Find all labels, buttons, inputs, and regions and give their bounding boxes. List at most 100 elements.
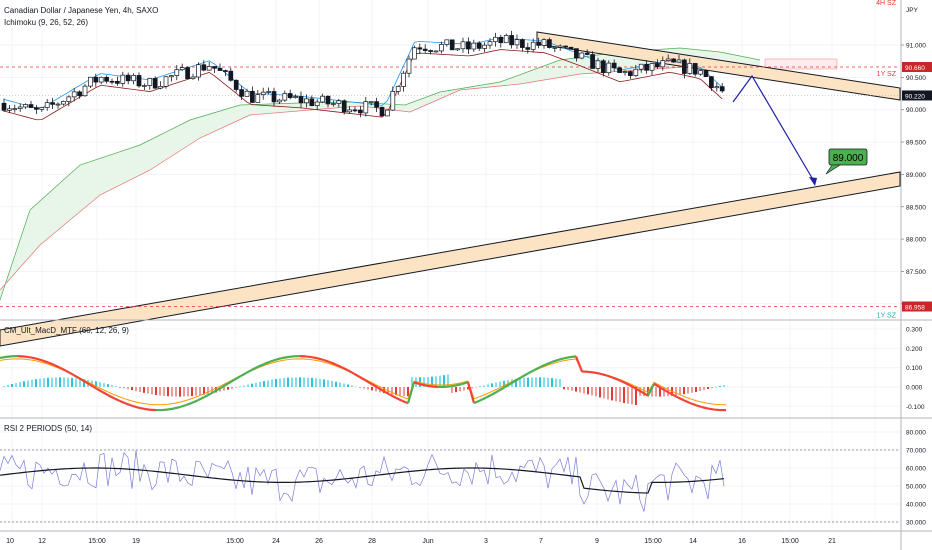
- macd-line-segment: [527, 369, 535, 375]
- macd-histogram-bar: [171, 387, 173, 397]
- chart-title: Canadian Dollar / Japanese Yen, 4h, SAXO: [4, 6, 159, 15]
- time-axis[interactable]: 10 12 15:00 19 15:00 24 26 28 Jun 3 7 9 15:00 14 16 15:…: [6, 538, 836, 545]
- macd-histogram-bar: [119, 387, 121, 388]
- currency-label: JPY: [906, 7, 919, 14]
- macd-line-segment: [185, 401, 193, 407]
- candle-body: [341, 100, 347, 113]
- candle-body: [12, 108, 18, 110]
- candle-body: [563, 45, 568, 48]
- macd-histogram-bar: [195, 387, 197, 396]
- candle-body: [66, 96, 72, 102]
- macd-histogram-bar: [447, 374, 449, 387]
- candle-body: [169, 75, 174, 78]
- macd-histogram-bar: [719, 386, 721, 387]
- target-callout[interactable]: 89.000: [825, 148, 868, 175]
- macd-histogram-bar: [391, 387, 393, 395]
- macd-line-segment: [377, 386, 385, 393]
- macd-histogram-bar: [59, 377, 61, 387]
- macd-line-segment: [197, 396, 205, 402]
- candle-body: [698, 70, 703, 75]
- candle-body: [1, 102, 7, 111]
- macd-histogram-bar: [199, 387, 201, 396]
- macd-histogram-bar: [503, 380, 505, 387]
- macd-line-segment: [0, 355, 7, 360]
- candle-body: [131, 75, 136, 82]
- current-price-text: 90.220: [905, 93, 925, 100]
- rsi-tick-label: 50.000: [906, 484, 926, 491]
- candle-body: [439, 44, 444, 52]
- candle-body: [617, 67, 622, 73]
- price-tick-label: 88.500: [906, 204, 926, 211]
- ichimoku-legend[interactable]: Ichimoku (9, 26, 52, 26): [4, 18, 89, 27]
- macd-histogram-bar: [683, 387, 685, 395]
- rsi-tick-label: 30.000: [906, 520, 926, 527]
- macd-line-segment: [221, 382, 229, 389]
- macd-histogram-bar: [523, 377, 525, 387]
- price-axis[interactable]: 91.000 90.500 90.000 89.500 89.000 88.500 88.0…: [876, 0, 932, 527]
- macd-line-segment: [653, 382, 661, 389]
- descending-channel: [536, 31, 901, 101]
- macd-histogram-bar: [143, 387, 145, 393]
- time-tick-label: 7: [539, 538, 543, 545]
- candle-body: [28, 104, 34, 108]
- time-tick-label: 3: [484, 538, 488, 545]
- macd-histogram-bar: [315, 378, 317, 387]
- macd-line-segment: [29, 356, 37, 360]
- candle-body: [206, 66, 212, 71]
- candle-body: [682, 59, 687, 74]
- macd-histogram-bar: [491, 383, 493, 387]
- macd-histogram-bar: [399, 387, 401, 396]
- macd-line-segment: [41, 359, 49, 364]
- macd-line-segment: [707, 407, 715, 411]
- macd-line-segment: [347, 369, 355, 375]
- macd-histogram-bar: [47, 377, 49, 387]
- candle-body: [325, 95, 331, 105]
- macd-line-segment: [143, 407, 151, 411]
- macd-histogram-bar: [555, 378, 557, 387]
- macd-histogram-bar: [223, 387, 225, 391]
- candle-body: [433, 50, 439, 53]
- price-tick-label: 89.000: [906, 172, 926, 179]
- candle-body: [55, 103, 61, 106]
- macd-line-segment: [425, 384, 433, 388]
- candle-body: [449, 39, 455, 51]
- macd-line-segment: [515, 375, 523, 382]
- candle-body: [536, 41, 541, 46]
- macd-histogram-bar: [271, 379, 273, 387]
- macd-histogram-bar: [7, 384, 9, 387]
- candle-body: [552, 47, 558, 49]
- macd-line-segment: [305, 355, 313, 359]
- macd-line-segment: [191, 399, 199, 404]
- macd-histogram-bar: [423, 377, 425, 387]
- time-tick-label: 12: [38, 538, 46, 545]
- candle-body: [233, 79, 239, 90]
- projection-arrow: [732, 74, 817, 186]
- candle-body: [412, 47, 417, 60]
- macd-histogram-bar: [687, 387, 689, 394]
- macd-line-segment: [167, 407, 175, 411]
- candle-body: [692, 63, 698, 75]
- macd-histogram-bar: [535, 377, 537, 387]
- candle-body: [385, 109, 390, 117]
- candle-body: [628, 71, 633, 76]
- macd-line-segment: [101, 390, 109, 397]
- macd-histogram-bar: [299, 377, 301, 387]
- rsi-legend[interactable]: RSI 2 PERIODS (50, 14): [4, 424, 93, 433]
- macd-histogram-bar: [163, 387, 165, 396]
- candle-body: [422, 48, 428, 51]
- macd-histogram-bar: [587, 387, 589, 395]
- rsi-pane: [0, 450, 725, 512]
- macd-line-segment: [647, 383, 655, 397]
- candle-body: [125, 74, 131, 82]
- candle-body: [336, 100, 342, 104]
- candle-body: [590, 54, 595, 69]
- candle-body: [115, 80, 120, 84]
- macd-tick-label: -0.100: [906, 404, 925, 411]
- macd-legend[interactable]: CM_Ult_MacD_MTF (60, 12, 26, 9): [4, 326, 129, 335]
- macd-histogram-bar: [475, 387, 477, 388]
- candle-body: [190, 76, 196, 79]
- price-tick-label: 87.500: [906, 269, 926, 276]
- macd-histogram-bar: [235, 387, 237, 388]
- candle-body: [255, 94, 261, 103]
